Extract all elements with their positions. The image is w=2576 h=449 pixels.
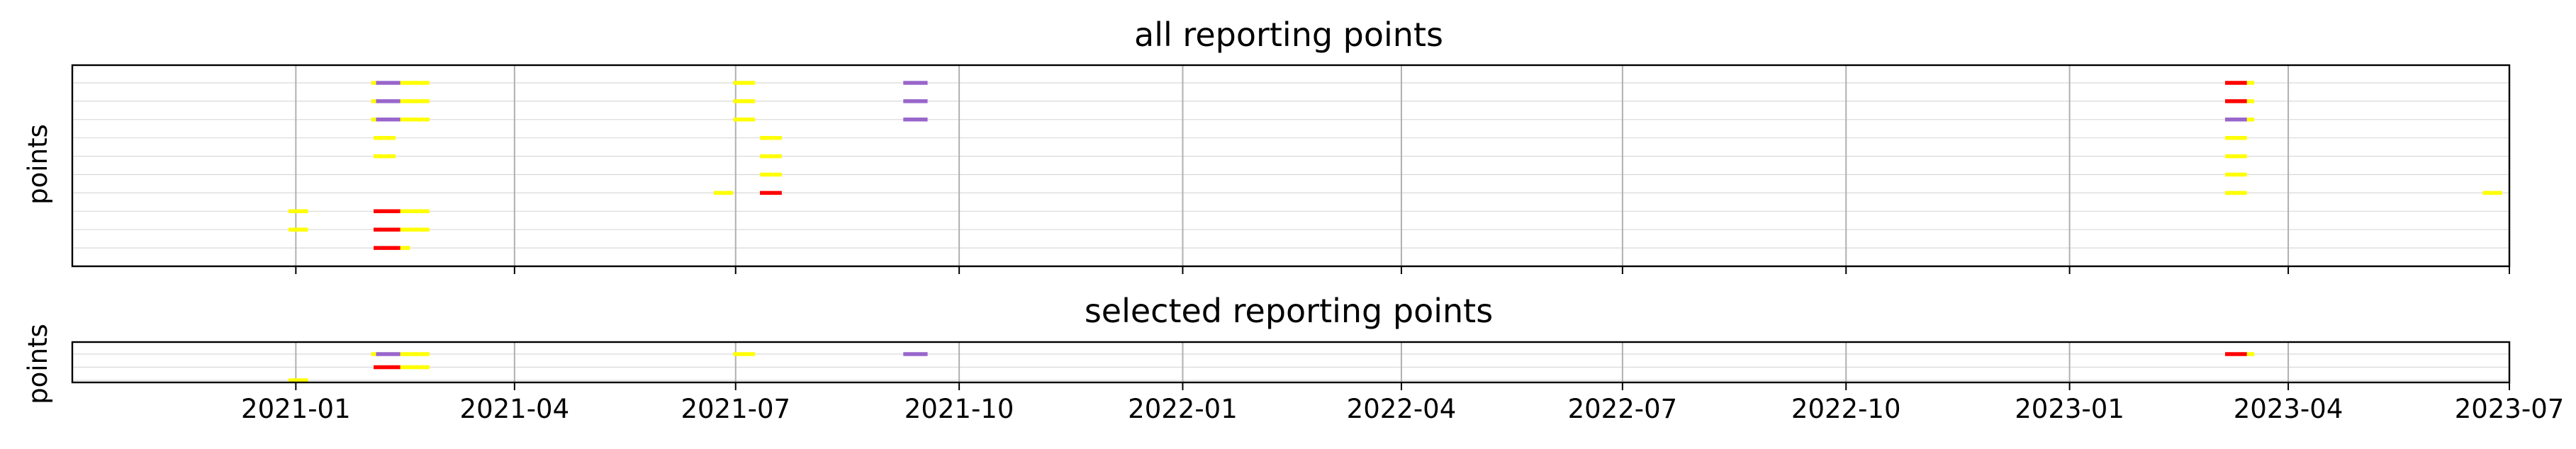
plot-frame bbox=[71, 341, 2511, 384]
x-tick-label: 2021-01 bbox=[241, 394, 351, 424]
x-tick-label: 2021-04 bbox=[460, 394, 570, 424]
x-tick-label: 2023-04 bbox=[2234, 394, 2343, 424]
x-tick-label: 2022-10 bbox=[1791, 394, 1901, 424]
plot-area-all bbox=[71, 64, 2511, 274]
x-tick-label: 2022-04 bbox=[1347, 394, 1457, 424]
x-tick-label: 2022-01 bbox=[1128, 394, 1238, 424]
panel-title-selected: selected reporting points bbox=[1085, 292, 1493, 330]
plot-area-selected bbox=[71, 341, 2511, 390]
panel-title-all: all reporting points bbox=[1134, 16, 1443, 54]
y-axis-label-all: points bbox=[23, 124, 53, 205]
x-tick-label: 2023-01 bbox=[2015, 394, 2124, 424]
panel-all-reporting-points: all reporting points points bbox=[23, 16, 2511, 274]
plot-frame bbox=[71, 64, 2511, 268]
y-axis-label-selected: points bbox=[23, 324, 53, 404]
x-tick-label: 2023-07 bbox=[2455, 394, 2565, 424]
x-tick-label: 2021-07 bbox=[681, 394, 790, 424]
x-tick-labels: 2021-01 2021-04 2021-07 2021-10 2022-01 2022-… bbox=[241, 394, 2564, 424]
x-tick-label: 2021-10 bbox=[905, 394, 1014, 424]
panel-selected-reporting-points: selected reporting points points 2021-01… bbox=[23, 292, 2564, 424]
x-tick-label: 2022-07 bbox=[1568, 394, 1678, 424]
